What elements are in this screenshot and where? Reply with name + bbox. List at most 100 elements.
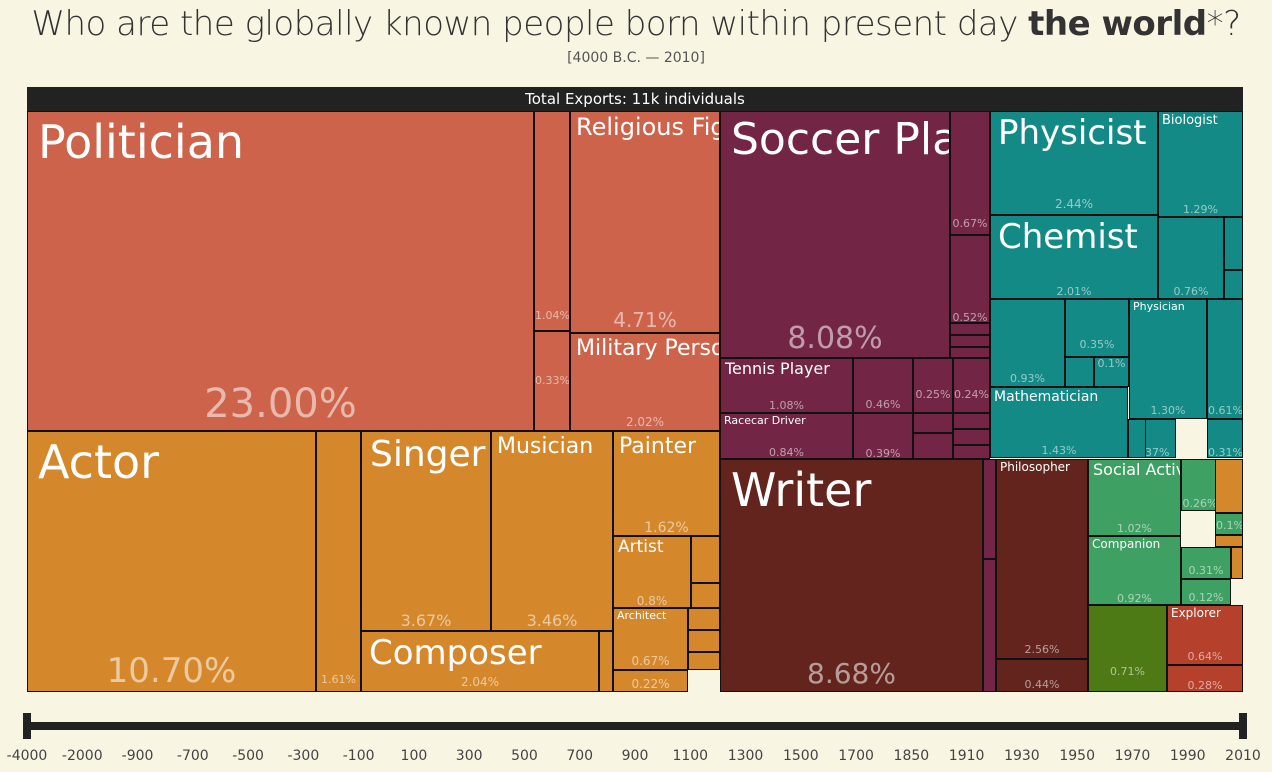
- treemap-cell[interactable]: 0.52%: [950, 235, 990, 323]
- treemap-cell[interactable]: 0.25%: [913, 358, 953, 413]
- timeline-tick-label: 1300: [727, 748, 764, 764]
- treemap-subcell[interactable]: [913, 433, 953, 459]
- treemap-cell-artist[interactable]: Artist 0.8%: [613, 536, 691, 608]
- treemap-subcell[interactable]: [688, 608, 720, 630]
- cell-percentage: 0.67%: [952, 217, 988, 230]
- treemap-subcell[interactable]: [688, 652, 720, 670]
- cell-percentage: 2.01%: [1056, 285, 1092, 298]
- treemap-subcell[interactable]: [953, 445, 990, 459]
- cell-label: Explorer: [1171, 606, 1221, 620]
- timeline-tick-label: 1700: [838, 748, 874, 764]
- treemap-cell[interactable]: 1.61%: [316, 431, 361, 692]
- treemap-subcell[interactable]: [1065, 357, 1094, 387]
- treemap-cell-mathematician[interactable]: Mathematician 1.43%: [990, 387, 1128, 458]
- cell-percentage: 0.84%: [769, 446, 804, 459]
- treemap-subcell[interactable]: [691, 583, 720, 608]
- treemap-subcell[interactable]: [1215, 459, 1243, 513]
- treemap-cell-musician[interactable]: Musician 3.46%: [491, 431, 613, 631]
- timeline-tick-label: 1990: [1169, 748, 1206, 764]
- timeline-end-handle[interactable]: [1239, 713, 1247, 739]
- treemap-subcell[interactable]: [983, 459, 996, 559]
- treemap-cell[interactable]: 0.26%: [1181, 459, 1219, 511]
- timeline-tick-label: 1500: [782, 748, 819, 764]
- treemap: Politician 23.00% 1.04% 0.33% Religious Figu…: [27, 111, 1243, 692]
- timeline-track[interactable]: [27, 722, 1243, 730]
- treemap-cell-singer[interactable]: Singer 3.67%: [361, 431, 491, 631]
- cell-percentage: 0.1%: [1097, 357, 1126, 370]
- cell-label: Social Activist: [1093, 460, 1180, 479]
- treemap-cell[interactable]: 1.04%: [534, 111, 570, 331]
- treemap-cell[interactable]: 0.39%: [853, 413, 913, 459]
- cell-percentage: 0.31%: [1188, 564, 1224, 577]
- treemap-cell-religious-figure[interactable]: Religious Figure 4.71%: [570, 111, 720, 333]
- treemap-subcell[interactable]: [599, 631, 613, 692]
- treemap-cell[interactable]: 0.28%: [1167, 665, 1243, 692]
- treemap-cell-philosopher[interactable]: Philosopher 2.56%: [996, 459, 1088, 659]
- treemap-cell-composer[interactable]: Composer 2.04%: [361, 631, 599, 692]
- treemap-subcell[interactable]: [950, 347, 990, 358]
- timeline-tick-label: -100: [342, 748, 375, 764]
- treemap-cell-biologist[interactable]: Biologist 1.29%: [1158, 111, 1243, 217]
- treemap-cell-companion[interactable]: Companion 0.92%: [1088, 536, 1181, 605]
- page-title: Who are the globally known people born w…: [31, 4, 1241, 44]
- treemap-subcell[interactable]: [950, 323, 990, 335]
- treemap-cell-military-personnel[interactable]: Military Personnel 2.02%: [570, 333, 720, 431]
- treemap-cell[interactable]: 0.24%: [953, 358, 990, 413]
- treemap-cell[interactable]: 0.61%: [1207, 299, 1243, 419]
- treemap-subcell[interactable]: [953, 413, 990, 429]
- treemap-cell[interactable]: 0.76%: [1158, 217, 1224, 299]
- cell-percentage: 1.43%: [1041, 444, 1077, 457]
- treemap-cell[interactable]: 0.31%: [1207, 419, 1243, 458]
- treemap-cell-explorer[interactable]: Explorer 0.64%: [1167, 605, 1243, 665]
- treemap-subcell[interactable]: [913, 413, 953, 433]
- treemap-cell[interactable]: 0.44%: [996, 659, 1088, 692]
- treemap-subcell[interactable]: [691, 536, 720, 583]
- treemap-cell-tennis-player[interactable]: Tennis Player 1.08%: [720, 358, 853, 413]
- cell-label: Physician: [1133, 300, 1185, 313]
- treemap-subcell[interactable]: [983, 559, 996, 692]
- treemap-cell[interactable]: 0.12%: [1181, 579, 1231, 605]
- cell-percentage: 8.08%: [787, 321, 883, 356]
- treemap-cell-painter[interactable]: Painter 1.62%: [613, 431, 720, 536]
- treemap-cell[interactable]: 0.67%: [950, 111, 990, 235]
- treemap-cell[interactable]: 0.71%: [1088, 605, 1167, 692]
- treemap-cell-soccer-player[interactable]: Soccer Player 8.08%: [720, 111, 950, 358]
- country-selector[interactable]: the world: [1028, 4, 1207, 44]
- treemap-subcell[interactable]: [1128, 419, 1146, 458]
- timeline-tick-label: -900: [121, 748, 154, 764]
- cell-percentage: 3.67%: [400, 611, 452, 630]
- treemap-cell-actor[interactable]: Actor 10.70%: [27, 431, 316, 692]
- treemap-cell-politician[interactable]: Politician 23.00%: [27, 111, 534, 431]
- treemap-subcell[interactable]: [688, 630, 720, 652]
- treemap-cell[interactable]: 0.22%: [613, 670, 688, 692]
- treemap-cell-physician[interactable]: Physician 1.30%: [1129, 299, 1207, 419]
- cell-percentage: 1.30%: [1150, 404, 1186, 417]
- treemap-subcell[interactable]: [1224, 217, 1243, 270]
- treemap-cell[interactable]: 0.1%: [1215, 513, 1243, 535]
- cell-percentage: 10.70%: [106, 651, 237, 691]
- treemap-cell[interactable]: 0.1%: [1094, 357, 1129, 387]
- timeline-start-handle[interactable]: [23, 713, 31, 739]
- treemap-cell-social-activist[interactable]: Social Activist 1.02%: [1088, 459, 1181, 536]
- treemap-subcell[interactable]: [950, 335, 990, 347]
- treemap-subcell[interactable]: [1231, 547, 1243, 579]
- treemap-cell[interactable]: 0.35%: [1065, 299, 1129, 357]
- treemap-subcell[interactable]: [1215, 535, 1243, 547]
- treemap-cell[interactable]: 0.33%: [534, 331, 570, 431]
- treemap-cell[interactable]: 0.46%: [853, 358, 913, 413]
- cell-percentage: 0.92%: [1117, 592, 1152, 605]
- treemap-subcell[interactable]: [953, 429, 990, 445]
- treemap-cell-architect[interactable]: Architect 0.67%: [613, 608, 688, 670]
- timeline-tick-label: 900: [621, 748, 649, 764]
- treemap-cell[interactable]: 0.93%: [990, 299, 1065, 387]
- treemap-cell-racecar-driver[interactable]: Racecar Driver 0.84%: [720, 413, 853, 459]
- treemap-cell[interactable]: 0.31%: [1181, 547, 1231, 579]
- total-bar: Total Exports: 11k individuals: [27, 87, 1243, 111]
- cell-percentage: 0.33%: [535, 374, 570, 387]
- cell-label: Writer: [731, 463, 872, 517]
- treemap-cell-physicist[interactable]: Physicist 2.44%: [990, 111, 1158, 215]
- treemap-cell-writer[interactable]: Writer 8.68%: [720, 459, 983, 692]
- treemap-subcell[interactable]: [1224, 270, 1243, 299]
- timeline-tick-label: -700: [176, 748, 209, 764]
- treemap-cell-chemist[interactable]: Chemist 2.01%: [990, 215, 1158, 299]
